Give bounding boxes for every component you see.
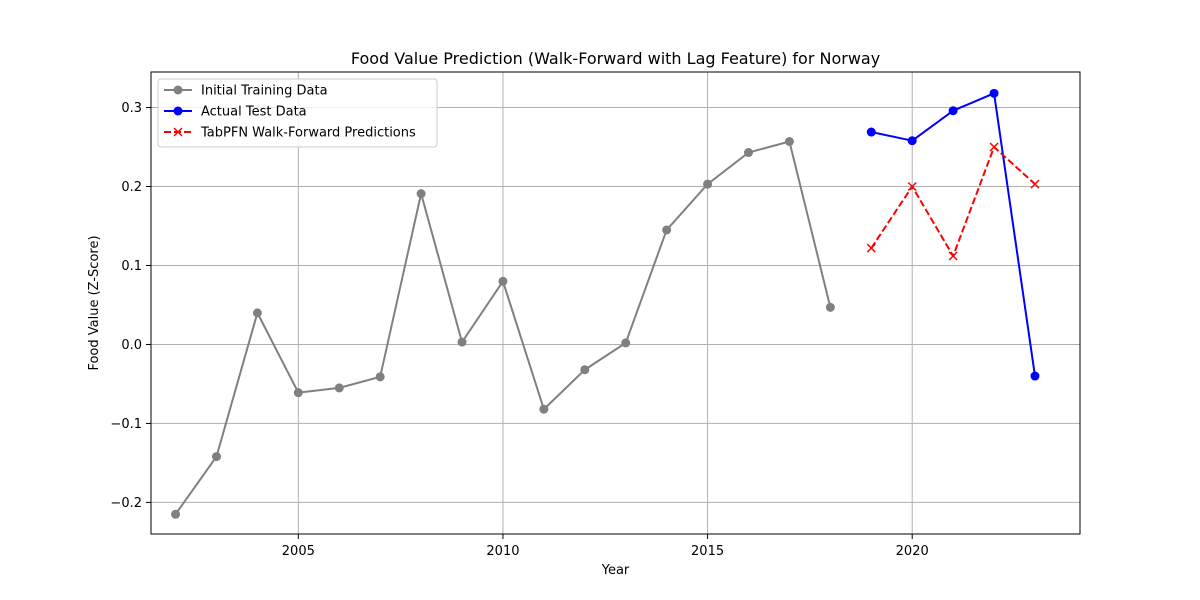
- grid-lines: [151, 72, 1080, 534]
- y-tick-label: 0.0: [121, 338, 142, 353]
- data-point: [252, 308, 262, 318]
- y-tick-label: −0.2: [110, 496, 142, 511]
- data-point: [621, 338, 631, 348]
- legend-item: Initial Training Data: [164, 84, 328, 99]
- data-point: [907, 181, 917, 192]
- legend: Initial Training Data Actual Test Data Tab…: [157, 78, 438, 148]
- legend-item: Actual Test Data: [164, 105, 307, 120]
- legend-item: TabPFN Walk-Forward Predictions: [164, 126, 416, 141]
- y-tick-label: −0.1: [110, 417, 142, 432]
- y-axis-label: Food Value (Z-Score): [87, 235, 102, 370]
- data-point: [866, 127, 876, 137]
- y-tick-label: 0.2: [121, 180, 142, 195]
- data-point: [989, 142, 999, 152]
- x-tick-label: 2005: [282, 544, 315, 559]
- chart-title: Food Value Prediction (Walk-Forward with…: [351, 49, 880, 68]
- data-point: [171, 509, 181, 519]
- x-axis-label: Year: [601, 563, 630, 578]
- x-tick-label: 2010: [486, 544, 519, 559]
- data-point: [703, 179, 713, 189]
- data-point: [293, 388, 303, 398]
- data-point: [948, 251, 958, 261]
- data-point: [866, 243, 876, 253]
- data-point: [334, 383, 344, 393]
- y-tick-label: 0.1: [121, 259, 142, 274]
- legend-label: TabPFN Walk-Forward Predictions: [200, 126, 416, 141]
- data-point: [662, 225, 672, 235]
- data-point: [416, 189, 426, 199]
- data-point: [948, 106, 958, 116]
- axis-ticks: 2005 2010 2015 2020 −0.2 −0.1 0.0 0.1 0.2 0.3: [110, 101, 928, 559]
- data-point: [1030, 179, 1040, 189]
- series-actual-test-data: [866, 88, 1040, 381]
- plot-frame: [150, 71, 1081, 535]
- legend-marker: [173, 85, 183, 95]
- series-tabpfn-walk-forward-predictions: [866, 142, 1040, 261]
- data-point: [784, 136, 794, 146]
- data-point: [989, 88, 999, 98]
- legend-label: Actual Test Data: [201, 105, 307, 120]
- data-point: [580, 365, 590, 375]
- legend-box: [157, 78, 438, 148]
- data-point: [744, 148, 754, 158]
- data-point: [211, 452, 221, 462]
- y-tick-label: 0.3: [121, 101, 142, 116]
- data-point: [457, 337, 467, 347]
- data-point: [498, 276, 508, 286]
- legend-marker: [173, 127, 183, 137]
- data-point: [375, 372, 385, 382]
- data-point: [825, 302, 835, 312]
- data-point: [907, 136, 917, 146]
- legend-marker: [173, 106, 183, 116]
- x-tick-label: 2015: [691, 544, 724, 559]
- data-point: [539, 404, 549, 414]
- legend-label: Initial Training Data: [201, 84, 328, 99]
- series-initial-training-data: [171, 136, 835, 519]
- series-layer: [171, 88, 1040, 519]
- data-point: [1030, 371, 1040, 381]
- x-tick-label: 2020: [896, 544, 929, 559]
